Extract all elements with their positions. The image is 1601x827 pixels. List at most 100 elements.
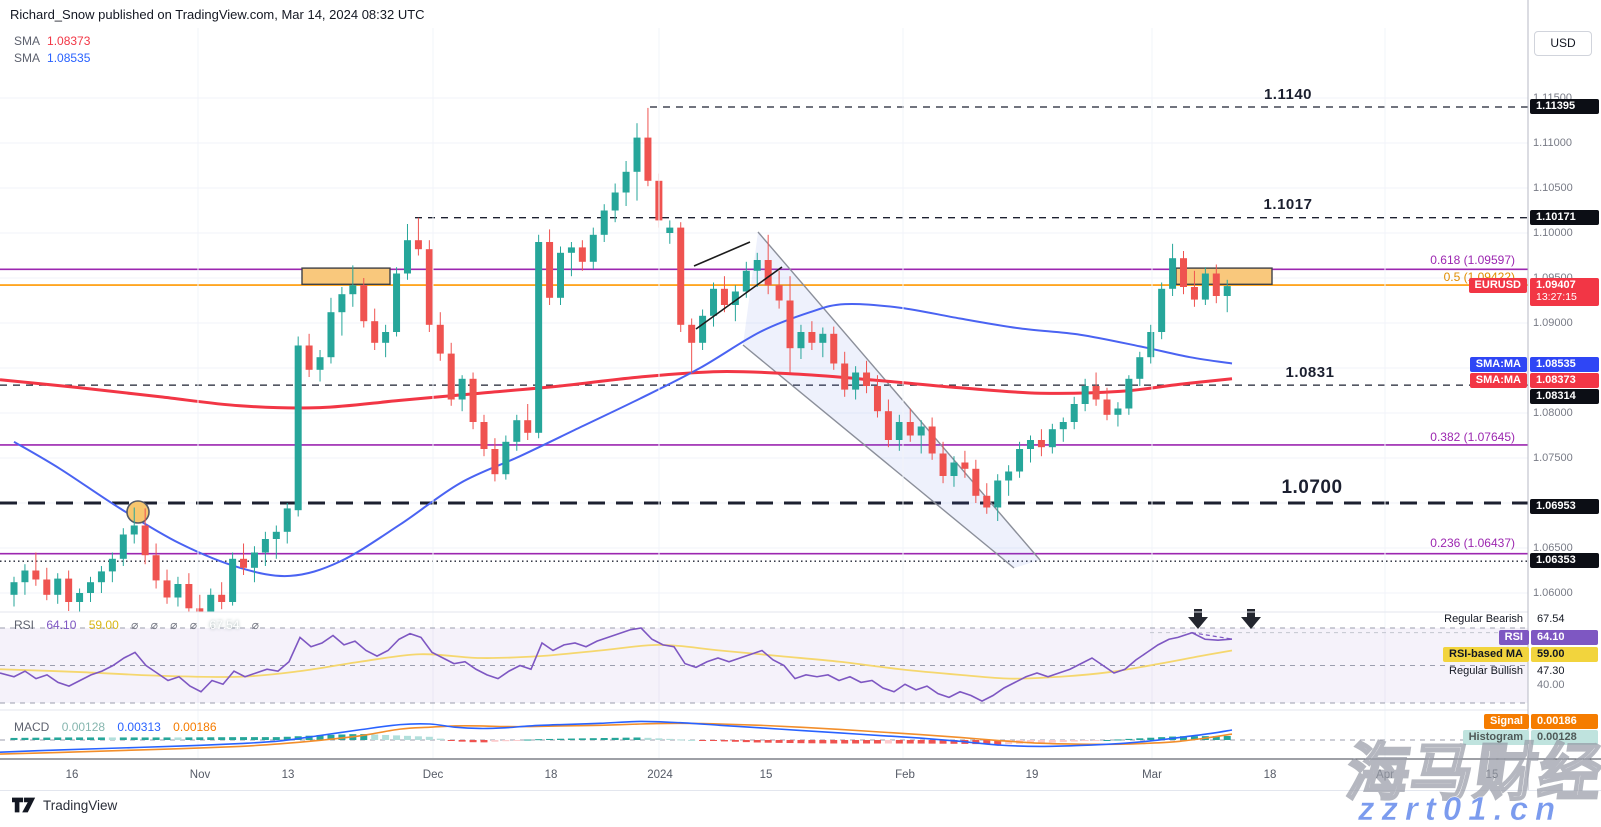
candle (666, 227, 674, 233)
sma2-value: 1.08535 (47, 51, 91, 65)
candle (513, 420, 521, 442)
macd-hist-bar (742, 740, 750, 743)
level-label-10700: 1.0700 (1281, 477, 1343, 498)
macd-hist-bar (819, 740, 827, 744)
macd-hist-bar (76, 737, 84, 740)
macd-hist-bar (895, 740, 903, 744)
candle (458, 378, 466, 400)
candle (152, 555, 160, 581)
fib-label-382: 0.382 (1.07645) (1430, 430, 1515, 444)
macd-hist-bar (906, 740, 914, 744)
rsi-line (0, 627, 1233, 703)
rsi-status-4: 67.54 (209, 618, 240, 632)
macd-hist-bar (371, 734, 379, 740)
macd-title: MACD (14, 720, 50, 734)
candle (414, 240, 422, 250)
macd-hist-bar (797, 740, 805, 744)
macd-hist-value: 0.00128 (61, 720, 106, 734)
macd-hist-bar (218, 737, 226, 740)
price-tick: 1.08000 (1533, 407, 1573, 419)
time-tick: 18 (1263, 769, 1277, 781)
macd-signal-badge-value: 0.00186 (1531, 714, 1598, 729)
sma-legend-row-1[interactable]: SMA 1.08373 (14, 33, 90, 50)
sma1-value: 1.08373 (47, 34, 91, 48)
candle (76, 593, 84, 602)
macd-legend[interactable]: MACD 0.00128 0.00313 0.00186 (14, 720, 226, 734)
macd-hist-bar (360, 734, 368, 740)
macd-hist-bar (567, 738, 575, 740)
macd-hist-bar (939, 740, 947, 744)
rsi-scale-tick-row: 40.00 (1100, 678, 1598, 693)
price-tick: 1.06500 (1533, 542, 1573, 554)
macd-hist-bar (327, 734, 335, 740)
candle (283, 508, 291, 532)
candle (196, 608, 204, 612)
macd-hist-bar (1081, 740, 1089, 742)
rsi-bullish-value: 47.30 (1537, 665, 1565, 677)
macd-hist-bar (633, 737, 641, 740)
macd-signal-line (0, 722, 1233, 755)
candle (764, 260, 772, 286)
rsi-status-1: ⌀ (150, 618, 158, 632)
candle (1190, 287, 1198, 300)
tradingview-branding[interactable]: TradingView (12, 797, 117, 813)
candle (97, 571, 105, 583)
candle (1212, 273, 1220, 296)
last-price-badge: 1.09407 13:27:15 (1530, 278, 1599, 307)
currency-toggle-button[interactable]: USD (1534, 31, 1592, 56)
candle (644, 137, 652, 181)
candle (1147, 332, 1155, 358)
rsi-ma-badge-value: 59.00 (1531, 647, 1598, 662)
candle (1037, 440, 1045, 448)
macd-hist-bar (699, 740, 707, 741)
candle (961, 462, 969, 469)
time-tick: Nov (189, 769, 211, 781)
macd-hist-bar (316, 735, 324, 740)
rsi-ma-line (0, 643, 1233, 680)
macd-hist-bar (163, 737, 171, 740)
macd-hist-bar (393, 735, 401, 740)
candle (873, 386, 881, 412)
sma-legend-row-2[interactable]: SMA 1.08535 (14, 50, 90, 67)
candle (830, 333, 838, 364)
wedge-line (695, 266, 783, 330)
candle (480, 422, 488, 449)
macd-hist-bar (1147, 737, 1155, 740)
macd-hist-bar (1114, 739, 1122, 741)
candle (1201, 273, 1209, 300)
time-tick: 13 (281, 769, 295, 781)
price-tick: 1.10000 (1533, 227, 1573, 239)
macd-hist-bar (917, 740, 925, 744)
candle (699, 315, 707, 343)
price-badge: 1.06353 (1530, 553, 1599, 569)
macd-hist-bar (666, 738, 674, 740)
candle (808, 332, 816, 343)
macd-hist-bar (994, 740, 1002, 745)
price-tick: 1.09000 (1533, 317, 1573, 329)
rsi-ma-value: 59.00 (88, 618, 119, 632)
candle (108, 558, 116, 572)
sma-fast-line (13, 302, 1233, 578)
macd-signal-badge-row: Signal 0.00186 (1100, 714, 1598, 729)
rsi-legend[interactable]: RSI 64.10 59.00 ⌀ ⌀ ⌀ ⌀ 67.54 ⌀ (14, 618, 268, 632)
macd-hist-bar (1103, 739, 1111, 741)
macd-hist-bar (250, 737, 258, 740)
candle (240, 558, 248, 568)
candle (32, 570, 40, 580)
candle (305, 345, 313, 370)
candle (622, 171, 630, 193)
candle (447, 353, 455, 400)
macd-hist-bar (1092, 740, 1100, 741)
candle (578, 247, 586, 262)
rsi-bullish-row: Regular Bullish 47.30 (1100, 664, 1598, 679)
level-label-10831: 1.0831 (1285, 364, 1335, 381)
time-tick: Dec (422, 769, 444, 781)
plot-badge-tag: SMA:MA (1469, 372, 1527, 388)
rsi-badge-label: RSI (1498, 630, 1529, 645)
macd-hist-bar (174, 737, 182, 740)
candle (502, 441, 510, 475)
price-tick: 1.10500 (1533, 182, 1573, 194)
bearish-arrow (1241, 609, 1261, 629)
macd-hist-bar (1190, 736, 1198, 740)
